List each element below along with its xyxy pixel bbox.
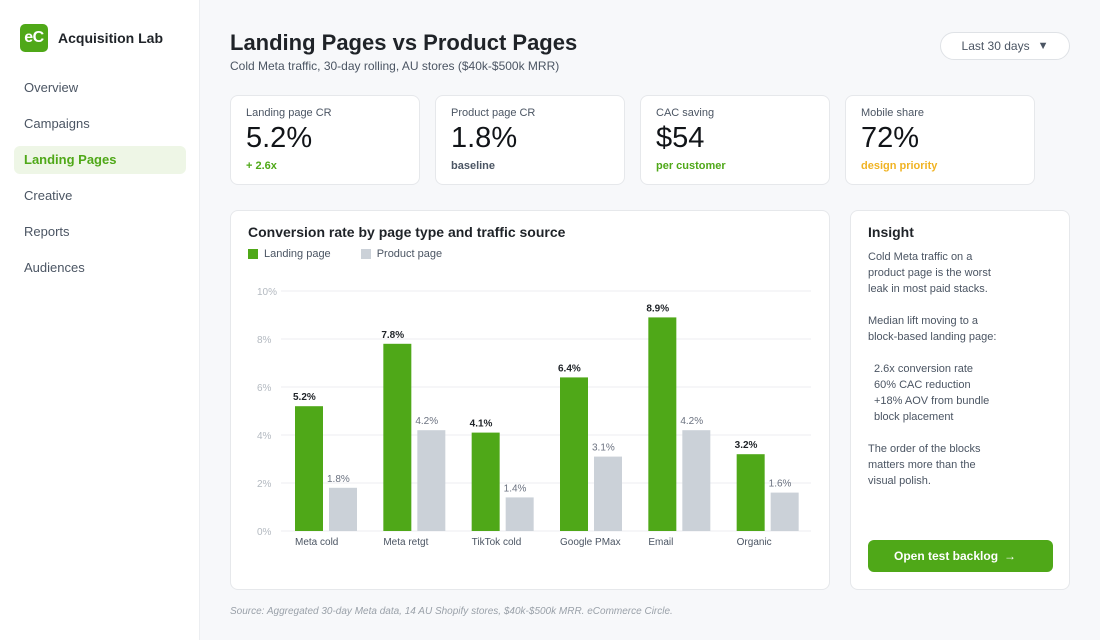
- bar: [505, 497, 534, 531]
- chart-title: Conversion rate by page type and traffic…: [248, 224, 566, 240]
- kpi-label: Landing page CR: [246, 107, 332, 119]
- bar: [560, 377, 588, 531]
- open-test-backlog-button[interactable]: Open test backlog →: [868, 540, 1053, 572]
- kpi-card-landing-cr: Landing page CR 5.2% + 2.6x: [230, 95, 420, 185]
- insight-body: Cold Meta traffic on a product page is t…: [868, 249, 1058, 505]
- y-tick-label: 4%: [257, 431, 272, 442]
- y-tick-label: 10%: [257, 287, 277, 298]
- insight-card: Insight Cold Meta traffic on a product p…: [850, 210, 1070, 590]
- data-label: 6.4%: [558, 363, 581, 374]
- kpi-note: per customer: [656, 160, 726, 172]
- insight-title: Insight: [868, 224, 914, 240]
- kpi-value: 5.2%: [246, 122, 313, 154]
- data-label: 8.9%: [646, 303, 669, 314]
- legend-label: Product page: [376, 248, 443, 260]
- brand-name: Acquisition Lab: [58, 30, 163, 46]
- insight-paragraph: Cold Meta traffic on a product page is t…: [868, 251, 991, 295]
- insight-list-item: 60% CAC reduction: [874, 379, 971, 391]
- kpi-note: + 2.6x: [246, 160, 277, 172]
- data-label: 4.2%: [415, 416, 438, 427]
- bar: [383, 343, 412, 531]
- bar: [770, 492, 799, 531]
- data-label: 1.8%: [327, 474, 350, 485]
- data-label: 3.1%: [592, 443, 615, 454]
- y-tick-label: 2%: [257, 479, 272, 490]
- arrow-right-icon: →: [1004, 549, 1017, 563]
- insight-list: 2.6x conversion rate 60% CAC reduction +…: [868, 361, 1058, 425]
- insight-paragraph: The order of the blocks matters more tha…: [868, 443, 981, 487]
- sidebar-nav: Overview Campaigns Landing Pages Creativ…: [14, 74, 186, 290]
- kpi-label: Mobile share: [861, 107, 924, 119]
- bar: [295, 406, 323, 531]
- sidebar-item-campaigns[interactable]: Campaigns: [24, 116, 90, 131]
- sidebar: eC Acquisition Lab Overview Campaigns La…: [0, 0, 200, 640]
- legend-item-landing[interactable]: Landing page: [248, 248, 331, 260]
- data-label: 5.2%: [293, 392, 316, 403]
- date-range-label: Last 30 days: [961, 39, 1030, 53]
- sidebar-item-overview[interactable]: Overview: [24, 80, 79, 95]
- kpi-card-cac-saving: CAC saving $54 per customer: [640, 95, 830, 185]
- brand[interactable]: eC Acquisition Lab: [20, 24, 163, 52]
- insight-list-item: 2.6x conversion rate: [874, 363, 974, 375]
- x-tick-label: Meta retgt: [383, 537, 428, 548]
- x-tick-label: Meta cold: [295, 537, 338, 548]
- chart-legend: Landing page Product page: [248, 248, 472, 260]
- chevron-down-icon: ▼: [1037, 40, 1049, 52]
- bar: [736, 454, 765, 531]
- sidebar-item-audiences[interactable]: Audiences: [24, 260, 85, 275]
- legend-label: Landing page: [264, 248, 331, 260]
- bar: [471, 432, 500, 531]
- chart-card: 0% 2% 4% 6% 8% 10% 5.2% 1.8% Meta cold 7.8% 4.2% Me…: [230, 210, 830, 590]
- insight-paragraph: Median lift moving to a block-based land…: [868, 315, 997, 343]
- x-tick-label: Organic: [737, 537, 772, 548]
- data-label: 1.6%: [769, 479, 792, 490]
- y-tick-label: 8%: [257, 335, 272, 346]
- kpi-label: CAC saving: [656, 107, 715, 119]
- bar: [648, 317, 677, 531]
- kpi-label: Product page CR: [451, 107, 536, 119]
- legend-swatch: [360, 249, 371, 259]
- bar: [594, 456, 622, 531]
- sidebar-item-creative[interactable]: Creative: [24, 188, 73, 203]
- source-note: Source: Aggregated 30-day Meta data, 14 …: [230, 606, 673, 617]
- kpi-value: 1.8%: [451, 122, 518, 154]
- date-range-dropdown[interactable]: Last 30 days ▼: [940, 32, 1070, 60]
- y-tick-label: 0%: [257, 527, 272, 538]
- data-label: 4.1%: [470, 419, 493, 430]
- x-tick-label: TikTok cold: [472, 537, 522, 548]
- x-tick-label: Email: [648, 537, 673, 548]
- bar: [329, 487, 357, 531]
- page-subtitle: Cold Meta traffic, 30-day rolling, AU st…: [230, 59, 560, 73]
- page-title: Landing Pages vs Product Pages: [230, 30, 578, 55]
- bar-chart: 0% 2% 4% 6% 8% 10% 5.2% 1.8% Meta cold 7.8% 4.2% Me…: [257, 287, 811, 548]
- legend-swatch: [248, 249, 258, 259]
- sidebar-item-landing-pages[interactable]: Landing Pages: [14, 146, 186, 174]
- kpi-value: 72%: [861, 122, 920, 154]
- kpi-note: design priority: [861, 160, 938, 172]
- kpi-note: baseline: [451, 160, 496, 172]
- y-tick-label: 6%: [257, 383, 272, 394]
- data-label: 4.2%: [680, 416, 703, 427]
- bar: [417, 430, 446, 531]
- insight-list-item: block placement: [874, 411, 954, 423]
- kpi-value: $54: [656, 122, 705, 154]
- kpi-card-mobile-share: Mobile share 72% design priority: [845, 95, 1035, 185]
- cta-label: Open test backlog: [894, 549, 999, 563]
- kpi-card-product-cr: Product page CR 1.8% baseline: [435, 95, 625, 185]
- x-tick-label: Google PMax: [560, 537, 621, 548]
- data-label: 7.8%: [381, 330, 404, 341]
- legend-item-product[interactable]: Product page: [360, 248, 443, 260]
- data-label: 1.4%: [504, 483, 527, 494]
- sidebar-item-reports[interactable]: Reports: [24, 224, 70, 239]
- brand-logo: eC: [20, 24, 48, 52]
- bar: [682, 430, 711, 531]
- insight-list-item: +18% AOV from bundle: [874, 395, 990, 407]
- data-label: 3.2%: [735, 440, 758, 451]
